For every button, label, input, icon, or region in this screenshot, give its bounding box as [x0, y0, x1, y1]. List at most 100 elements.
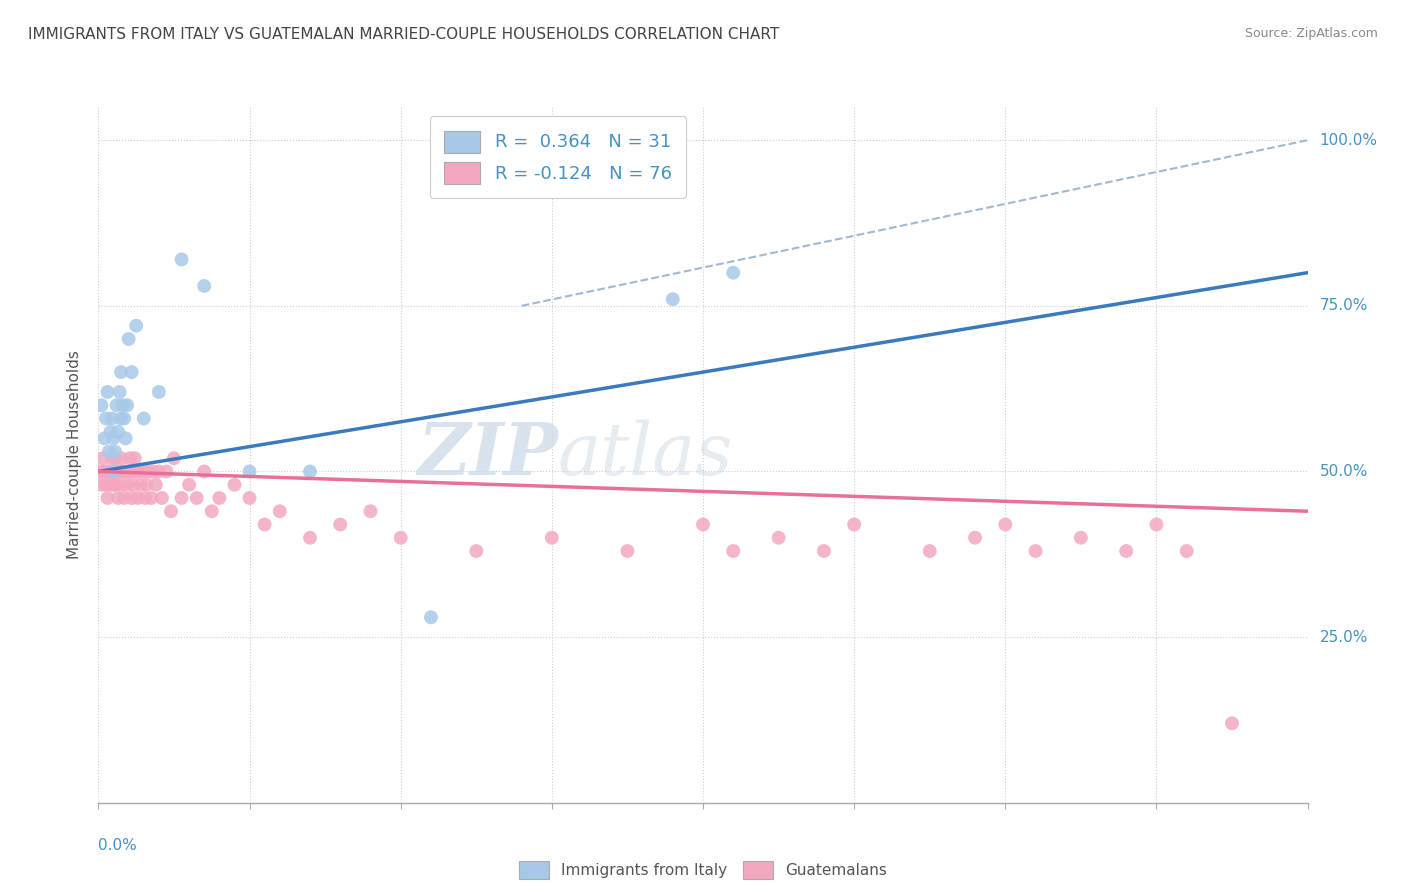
Point — [100, 425, 122, 439]
Point — [269, 504, 291, 518]
Point — [360, 504, 382, 518]
Point — [965, 531, 987, 545]
Y-axis label: Married-couple Households: Married-couple Households — [67, 351, 83, 559]
Point — [110, 477, 132, 491]
Point — [114, 431, 136, 445]
Point — [107, 491, 129, 505]
Point — [994, 517, 1017, 532]
Point — [110, 365, 132, 379]
Legend: Immigrants from Italy, Guatemalans: Immigrants from Italy, Guatemalans — [512, 855, 894, 886]
Point — [103, 465, 125, 479]
Text: 0.0%: 0.0% — [98, 838, 138, 853]
Text: 25.0%: 25.0% — [1320, 630, 1368, 645]
Point — [103, 465, 125, 479]
Point — [90, 477, 112, 491]
Point — [389, 531, 412, 545]
Point — [121, 491, 143, 505]
Point — [112, 491, 135, 505]
Point — [132, 411, 155, 425]
Point — [90, 398, 112, 412]
Point — [253, 517, 276, 532]
Point — [141, 491, 163, 505]
Point — [170, 252, 193, 267]
Text: 50.0%: 50.0% — [1320, 464, 1368, 479]
Point — [1070, 531, 1092, 545]
Point — [177, 477, 201, 491]
Point — [96, 384, 118, 399]
Point — [101, 451, 124, 466]
Point — [100, 477, 122, 491]
Point — [813, 544, 835, 558]
Point — [105, 398, 128, 412]
Point — [661, 292, 683, 306]
Point — [96, 465, 118, 479]
Point — [135, 477, 157, 491]
Point — [208, 491, 231, 505]
Point — [124, 451, 146, 466]
Point — [96, 491, 118, 505]
Point — [692, 517, 714, 532]
Point — [918, 544, 941, 558]
Point — [93, 431, 115, 445]
Point — [224, 477, 246, 491]
Point — [127, 491, 149, 505]
Point — [1220, 716, 1243, 731]
Point — [239, 491, 262, 505]
Point — [125, 465, 148, 479]
Point — [114, 465, 136, 479]
Point — [155, 465, 177, 479]
Point — [148, 384, 170, 399]
Point — [121, 465, 143, 479]
Point — [299, 465, 322, 479]
Point — [129, 477, 152, 491]
Point — [104, 451, 127, 466]
Point — [193, 465, 215, 479]
Text: IMMIGRANTS FROM ITALY VS GUATEMALAN MARRIED-COUPLE HOUSEHOLDS CORRELATION CHART: IMMIGRANTS FROM ITALY VS GUATEMALAN MARR… — [28, 27, 779, 42]
Point — [1175, 544, 1198, 558]
Point — [104, 477, 127, 491]
Point — [201, 504, 224, 518]
Point — [299, 531, 322, 545]
Point — [112, 411, 135, 425]
Point — [115, 477, 138, 491]
Point — [136, 465, 159, 479]
Point — [150, 491, 173, 505]
Point — [132, 465, 155, 479]
Point — [239, 465, 262, 479]
Point — [89, 465, 111, 479]
Point — [148, 465, 170, 479]
Point — [111, 465, 134, 479]
Text: ZIP: ZIP — [418, 419, 558, 491]
Point — [142, 465, 165, 479]
Point — [120, 451, 142, 466]
Point — [121, 365, 143, 379]
Point — [105, 465, 128, 479]
Point — [186, 491, 208, 505]
Point — [844, 517, 866, 532]
Text: Source: ZipAtlas.com: Source: ZipAtlas.com — [1244, 27, 1378, 40]
Point — [721, 266, 744, 280]
Point — [98, 444, 121, 458]
Text: atlas: atlas — [558, 419, 734, 491]
Point — [115, 398, 138, 412]
Text: 75.0%: 75.0% — [1320, 298, 1368, 313]
Point — [163, 451, 186, 466]
Point — [160, 504, 183, 518]
Point — [118, 465, 141, 479]
Point — [110, 411, 132, 425]
Point — [94, 411, 117, 425]
Point — [1115, 544, 1137, 558]
Point — [768, 531, 790, 545]
Point — [1144, 517, 1167, 532]
Point — [1024, 544, 1046, 558]
Point — [170, 491, 193, 505]
Point — [110, 451, 132, 466]
Point — [465, 544, 488, 558]
Point — [108, 465, 131, 479]
Point — [101, 411, 124, 425]
Point — [125, 318, 148, 333]
Point — [94, 477, 117, 491]
Point — [111, 398, 134, 412]
Point — [98, 465, 121, 479]
Point — [104, 444, 127, 458]
